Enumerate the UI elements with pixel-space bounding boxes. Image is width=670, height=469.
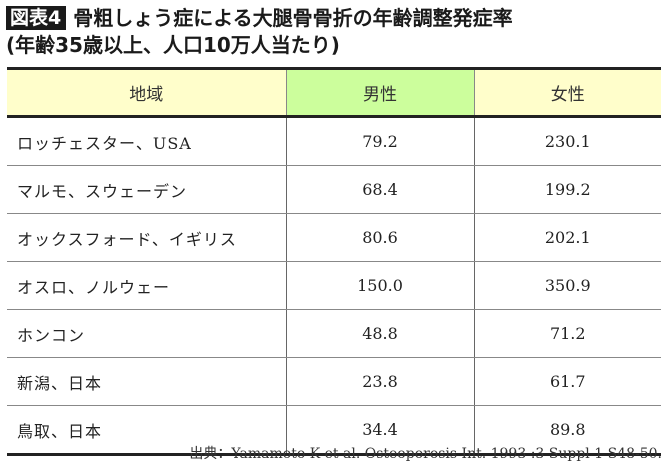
table-row: ロッチェスター、USA 79.2 230.1 — [7, 116, 661, 166]
figure-subtitle: (年齢35歳以上、人口10万人当たり) — [6, 33, 340, 57]
table-row: 新潟、日本 23.8 61.7 — [7, 357, 661, 406]
title-line: 図表4 骨粗しょう症による大腿骨骨折の年齢調整発症率 — [6, 4, 670, 32]
cell-region: ホンコン — [7, 309, 286, 358]
cell-region: マルモ、スウェーデン — [7, 165, 286, 214]
cell-female: 202.1 — [473, 213, 661, 262]
table-row: 鳥取、日本 34.4 89.8 — [7, 405, 661, 456]
cell-male: 34.4 — [285, 405, 474, 456]
cell-male: 23.8 — [285, 357, 474, 406]
header-region: 地域 — [7, 67, 286, 118]
cell-region: 新潟、日本 — [7, 357, 286, 406]
cell-female: 350.9 — [473, 261, 661, 310]
figure-title-block: 図表4 骨粗しょう症による大腿骨骨折の年齢調整発症率 (年齢35歳以上、人口10… — [6, 4, 670, 58]
header-male: 男性 — [285, 67, 474, 118]
cell-female: 199.2 — [473, 165, 661, 214]
header-female: 女性 — [473, 67, 661, 118]
cell-male: 68.4 — [285, 165, 474, 214]
table-row: ホンコン 48.8 71.2 — [7, 309, 661, 358]
table-row: オスロ、ノルウェー 150.0 350.9 — [7, 261, 661, 310]
figure-title: 骨粗しょう症による大腿骨骨折の年齢調整発症率 — [73, 6, 513, 30]
cell-female: 230.1 — [473, 116, 661, 166]
cell-male: 48.8 — [285, 309, 474, 358]
cell-female: 61.7 — [473, 357, 661, 406]
cell-male: 79.2 — [285, 116, 474, 166]
incidence-table: 地域 男性 女性 ロッチェスター、USA 79.2 230.1 マルモ、スウェー… — [7, 67, 661, 456]
cell-female: 89.8 — [473, 405, 661, 456]
cell-male: 150.0 — [285, 261, 474, 310]
cell-region: オックスフォード、イギリス — [7, 213, 286, 262]
cell-female: 71.2 — [473, 309, 661, 358]
cell-region: オスロ、ノルウェー — [7, 261, 286, 310]
header-row: 地域 男性 女性 — [7, 67, 661, 118]
table-row: オックスフォード、イギリス 80.6 202.1 — [7, 213, 661, 262]
source-citation: 出典：Yamamoto K et al. Osteoporosis Int. 1… — [189, 446, 662, 462]
figure-badge: 図表4 — [6, 6, 67, 30]
cell-region: 鳥取、日本 — [7, 405, 286, 456]
cell-region: ロッチェスター、USA — [7, 116, 286, 166]
cell-male: 80.6 — [285, 213, 474, 262]
table-row: マルモ、スウェーデン 68.4 199.2 — [7, 165, 661, 214]
